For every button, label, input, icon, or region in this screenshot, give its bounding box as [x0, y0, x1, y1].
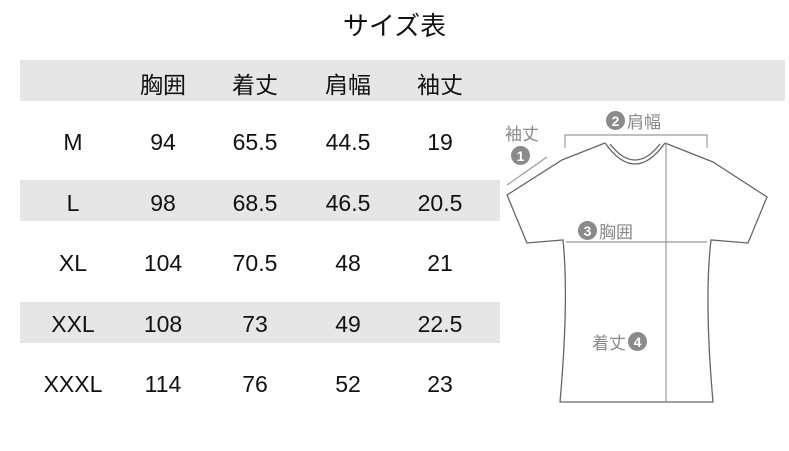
column-header: 袖丈 — [417, 73, 463, 99]
table-cell: 49 — [335, 310, 361, 337]
column-header: 胸囲 — [140, 73, 186, 99]
size-label: M — [63, 129, 83, 155]
sleeve-label: 袖丈 — [505, 120, 539, 145]
table-cell: 21 — [427, 250, 453, 276]
table-cell: 20.5 — [417, 189, 463, 216]
size-label: XXL — [51, 310, 95, 337]
shoulder-label: 2 肩幅 — [606, 108, 661, 133]
chest-label-text: 胸囲 — [599, 223, 633, 243]
size-label: XL — [58, 250, 88, 276]
column-header: 着丈 — [232, 73, 278, 99]
collar — [604, 142, 666, 165]
table-cell: 108 — [143, 310, 183, 337]
table-cell: 44.5 — [325, 129, 371, 155]
table-cell: 70.5 — [232, 250, 278, 276]
table-cell: 23 — [427, 371, 453, 397]
length-label-text: 着丈 — [592, 334, 626, 354]
row-band-xxl — [20, 302, 500, 343]
sleeve-label-text: 袖丈 — [505, 125, 539, 145]
number-badge-4: 4 — [628, 332, 647, 351]
table-cell: 22.5 — [417, 310, 463, 337]
size-label: XXXL — [43, 371, 103, 397]
number-badge-3: 3 — [578, 221, 597, 240]
table-cell: 68.5 — [232, 189, 278, 216]
table-cell: 73 — [242, 310, 268, 337]
size-label: L — [66, 189, 80, 216]
table-cell: 19 — [427, 129, 453, 155]
row-band-l — [20, 180, 500, 221]
table-cell: 52 — [335, 371, 361, 397]
table-cell: 104 — [143, 250, 183, 276]
shoulder-label-text: 肩幅 — [627, 113, 661, 133]
sleeve-line — [506, 156, 548, 186]
table-cell: 98 — [150, 189, 176, 216]
length-label: 着丈 4 — [592, 329, 647, 354]
shoulder-bracket — [564, 134, 708, 148]
table-cell: 46.5 — [325, 189, 371, 216]
chest-label: 3 胸囲 — [578, 218, 633, 243]
header-band — [20, 60, 785, 101]
table-cell: 76 — [242, 371, 268, 397]
sleeve-number: 1 — [511, 146, 530, 165]
tshirt-outline — [506, 142, 768, 403]
table-cell: 94 — [150, 129, 176, 155]
number-badge-2: 2 — [606, 111, 625, 130]
column-header: 肩幅 — [325, 73, 371, 99]
number-badge-1: 1 — [511, 146, 530, 165]
table-cell: 65.5 — [232, 129, 278, 155]
table-cell: 48 — [335, 250, 361, 276]
page-title: サイズ表 — [342, 12, 447, 42]
table-cell: 114 — [144, 371, 182, 397]
